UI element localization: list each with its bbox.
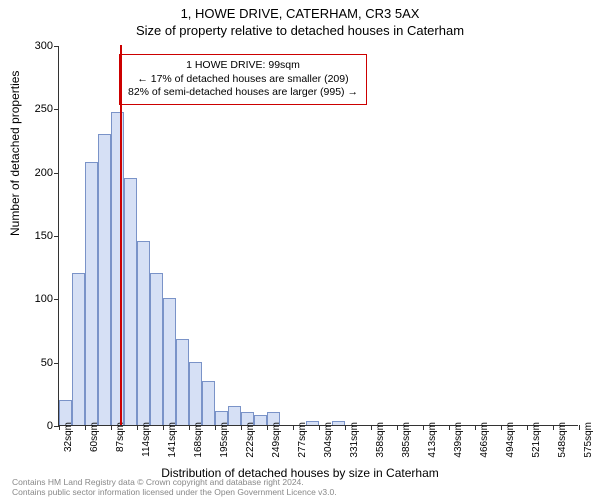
x-tick-label: 168sqm (193, 422, 204, 458)
x-tick-mark (527, 425, 528, 430)
x-tick-label: 521sqm (531, 422, 542, 458)
y-tick-mark (54, 46, 59, 47)
y-tick-mark (54, 109, 59, 110)
x-tick-label: 358sqm (375, 422, 386, 458)
x-tick-mark (267, 425, 268, 430)
footer-attribution: Contains HM Land Registry data © Crown c… (12, 478, 337, 498)
x-tick-mark (371, 425, 372, 430)
x-tick-label: 141sqm (167, 422, 178, 458)
x-tick-mark (111, 425, 112, 430)
x-tick-label: 466sqm (479, 422, 490, 458)
y-tick-label: 0 (19, 420, 53, 432)
histogram-bar (124, 178, 137, 425)
histogram-bar (202, 381, 215, 425)
x-tick-mark (319, 425, 320, 430)
chart-container: 1 HOWE DRIVE: 99sqm← 17% of detached hou… (58, 46, 578, 426)
x-tick-mark (215, 425, 216, 430)
x-tick-label: 114sqm (141, 422, 152, 457)
y-tick-label: 150 (19, 230, 53, 242)
plot-area: 1 HOWE DRIVE: 99sqm← 17% of detached hou… (58, 46, 578, 426)
x-tick-label: 548sqm (557, 422, 568, 458)
x-tick-label: 385sqm (401, 422, 412, 458)
annotation-line: ← 17% of detached houses are smaller (20… (128, 73, 358, 87)
x-tick-label: 32sqm (63, 422, 74, 452)
y-tick-label: 50 (19, 357, 53, 369)
x-tick-mark (449, 425, 450, 430)
y-tick-mark (54, 173, 59, 174)
y-tick-label: 250 (19, 103, 53, 115)
y-tick-mark (54, 363, 59, 364)
x-tick-mark (85, 425, 86, 430)
x-tick-mark (293, 425, 294, 430)
x-tick-label: 575sqm (583, 422, 594, 458)
x-tick-mark (163, 425, 164, 430)
x-tick-mark (137, 425, 138, 430)
x-tick-label: 277sqm (297, 422, 308, 458)
x-tick-label: 60sqm (89, 422, 100, 452)
x-tick-mark (423, 425, 424, 430)
x-tick-mark (189, 425, 190, 430)
histogram-bar (85, 162, 98, 425)
histogram-bar (176, 339, 189, 425)
footer-line-2: Contains public sector information licen… (12, 488, 337, 498)
annotation-box: 1 HOWE DRIVE: 99sqm← 17% of detached hou… (119, 54, 367, 105)
x-tick-label: 413sqm (427, 422, 438, 458)
histogram-bar (111, 112, 124, 425)
x-tick-mark (59, 425, 60, 430)
histogram-bar (163, 298, 176, 425)
x-tick-mark (553, 425, 554, 430)
annotation-line: 1 HOWE DRIVE: 99sqm (128, 59, 358, 73)
x-tick-mark (501, 425, 502, 430)
y-tick-label: 300 (19, 40, 53, 52)
x-tick-mark (475, 425, 476, 430)
histogram-bar (72, 273, 85, 425)
y-tick-mark (54, 236, 59, 237)
x-tick-mark (579, 425, 580, 430)
y-axis-label: Number of detached properties (8, 71, 22, 236)
y-tick-label: 200 (19, 167, 53, 179)
x-tick-label: 304sqm (323, 422, 334, 458)
x-tick-label: 439sqm (453, 422, 464, 458)
histogram-bar (150, 273, 163, 425)
x-tick-label: 331sqm (349, 422, 360, 458)
x-tick-mark (345, 425, 346, 430)
reference-line (120, 45, 122, 425)
x-tick-label: 494sqm (505, 422, 516, 458)
x-tick-label: 195sqm (219, 422, 230, 458)
x-tick-label: 222sqm (245, 422, 256, 458)
x-tick-label: 249sqm (271, 422, 282, 458)
annotation-line: 82% of semi-detached houses are larger (… (128, 86, 358, 100)
histogram-bar (98, 134, 111, 425)
histogram-bar (137, 241, 150, 425)
page-title-sub: Size of property relative to detached ho… (0, 21, 600, 38)
x-tick-mark (397, 425, 398, 430)
x-tick-label: 87sqm (115, 422, 126, 452)
y-tick-mark (54, 299, 59, 300)
histogram-bar (189, 362, 202, 425)
y-tick-label: 100 (19, 293, 53, 305)
page-title-address: 1, HOWE DRIVE, CATERHAM, CR3 5AX (0, 0, 600, 21)
x-tick-mark (241, 425, 242, 430)
